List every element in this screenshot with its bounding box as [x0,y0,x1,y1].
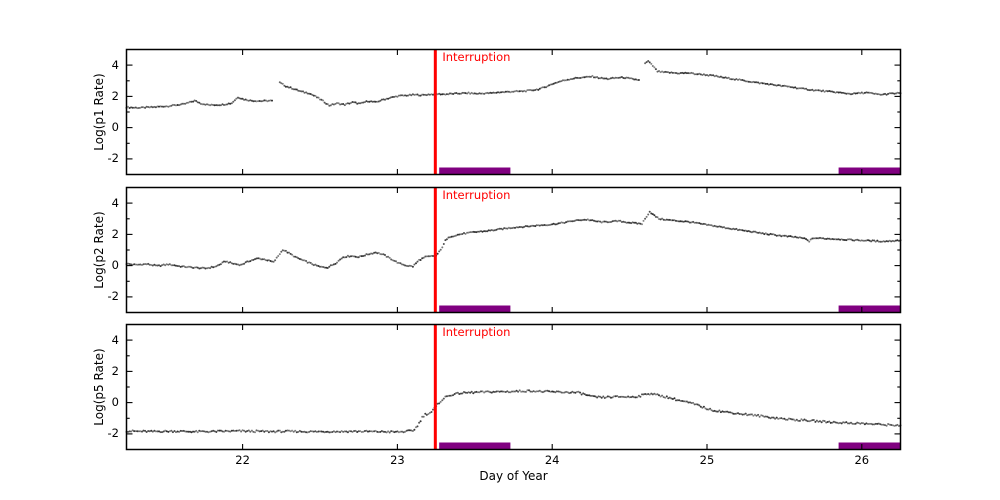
x-tick-label: 22 [235,453,250,467]
panel-p2: Interruption [125,186,902,314]
panel-p3: Interruption [125,323,902,451]
y-tick-label: 4 [111,195,119,210]
y-tick-label: 0 [111,258,119,273]
y-axis-label-p3: Log(p5 Rate) [92,348,106,426]
y-tick-label: 4 [111,332,119,347]
y-tick-label: -2 [107,426,119,441]
plot-area-p1 [125,48,902,176]
y-tick-label: 2 [111,226,119,241]
x-axis-label: Day of Year [479,469,548,483]
y-tick-label: 4 [111,57,119,72]
x-tick-label: 25 [699,453,715,467]
interruption-annotation: Interruption [442,50,511,64]
y-tick-label: -2 [107,151,119,166]
x-tick-label: 26 [854,453,870,467]
plot-area-p2 [125,186,902,314]
y-tick-label: 2 [111,363,119,378]
y-axis-label-p1: Log(p1 Rate) [92,73,106,151]
x-tick-label: 23 [390,453,405,467]
panel-p1: Interruption [125,48,902,176]
interruption-annotation: Interruption [442,188,511,202]
interruption-annotation: Interruption [442,325,511,339]
y-tick-label: 0 [111,395,119,410]
y-tick-label: 2 [111,88,119,103]
x-tick-label: 24 [544,453,560,467]
y-tick-label: 0 [111,120,119,135]
plot-area-p3 [125,323,902,451]
y-axis-label-p2: Log(p2 Rate) [92,211,106,289]
y-tick-label: -2 [107,289,119,304]
